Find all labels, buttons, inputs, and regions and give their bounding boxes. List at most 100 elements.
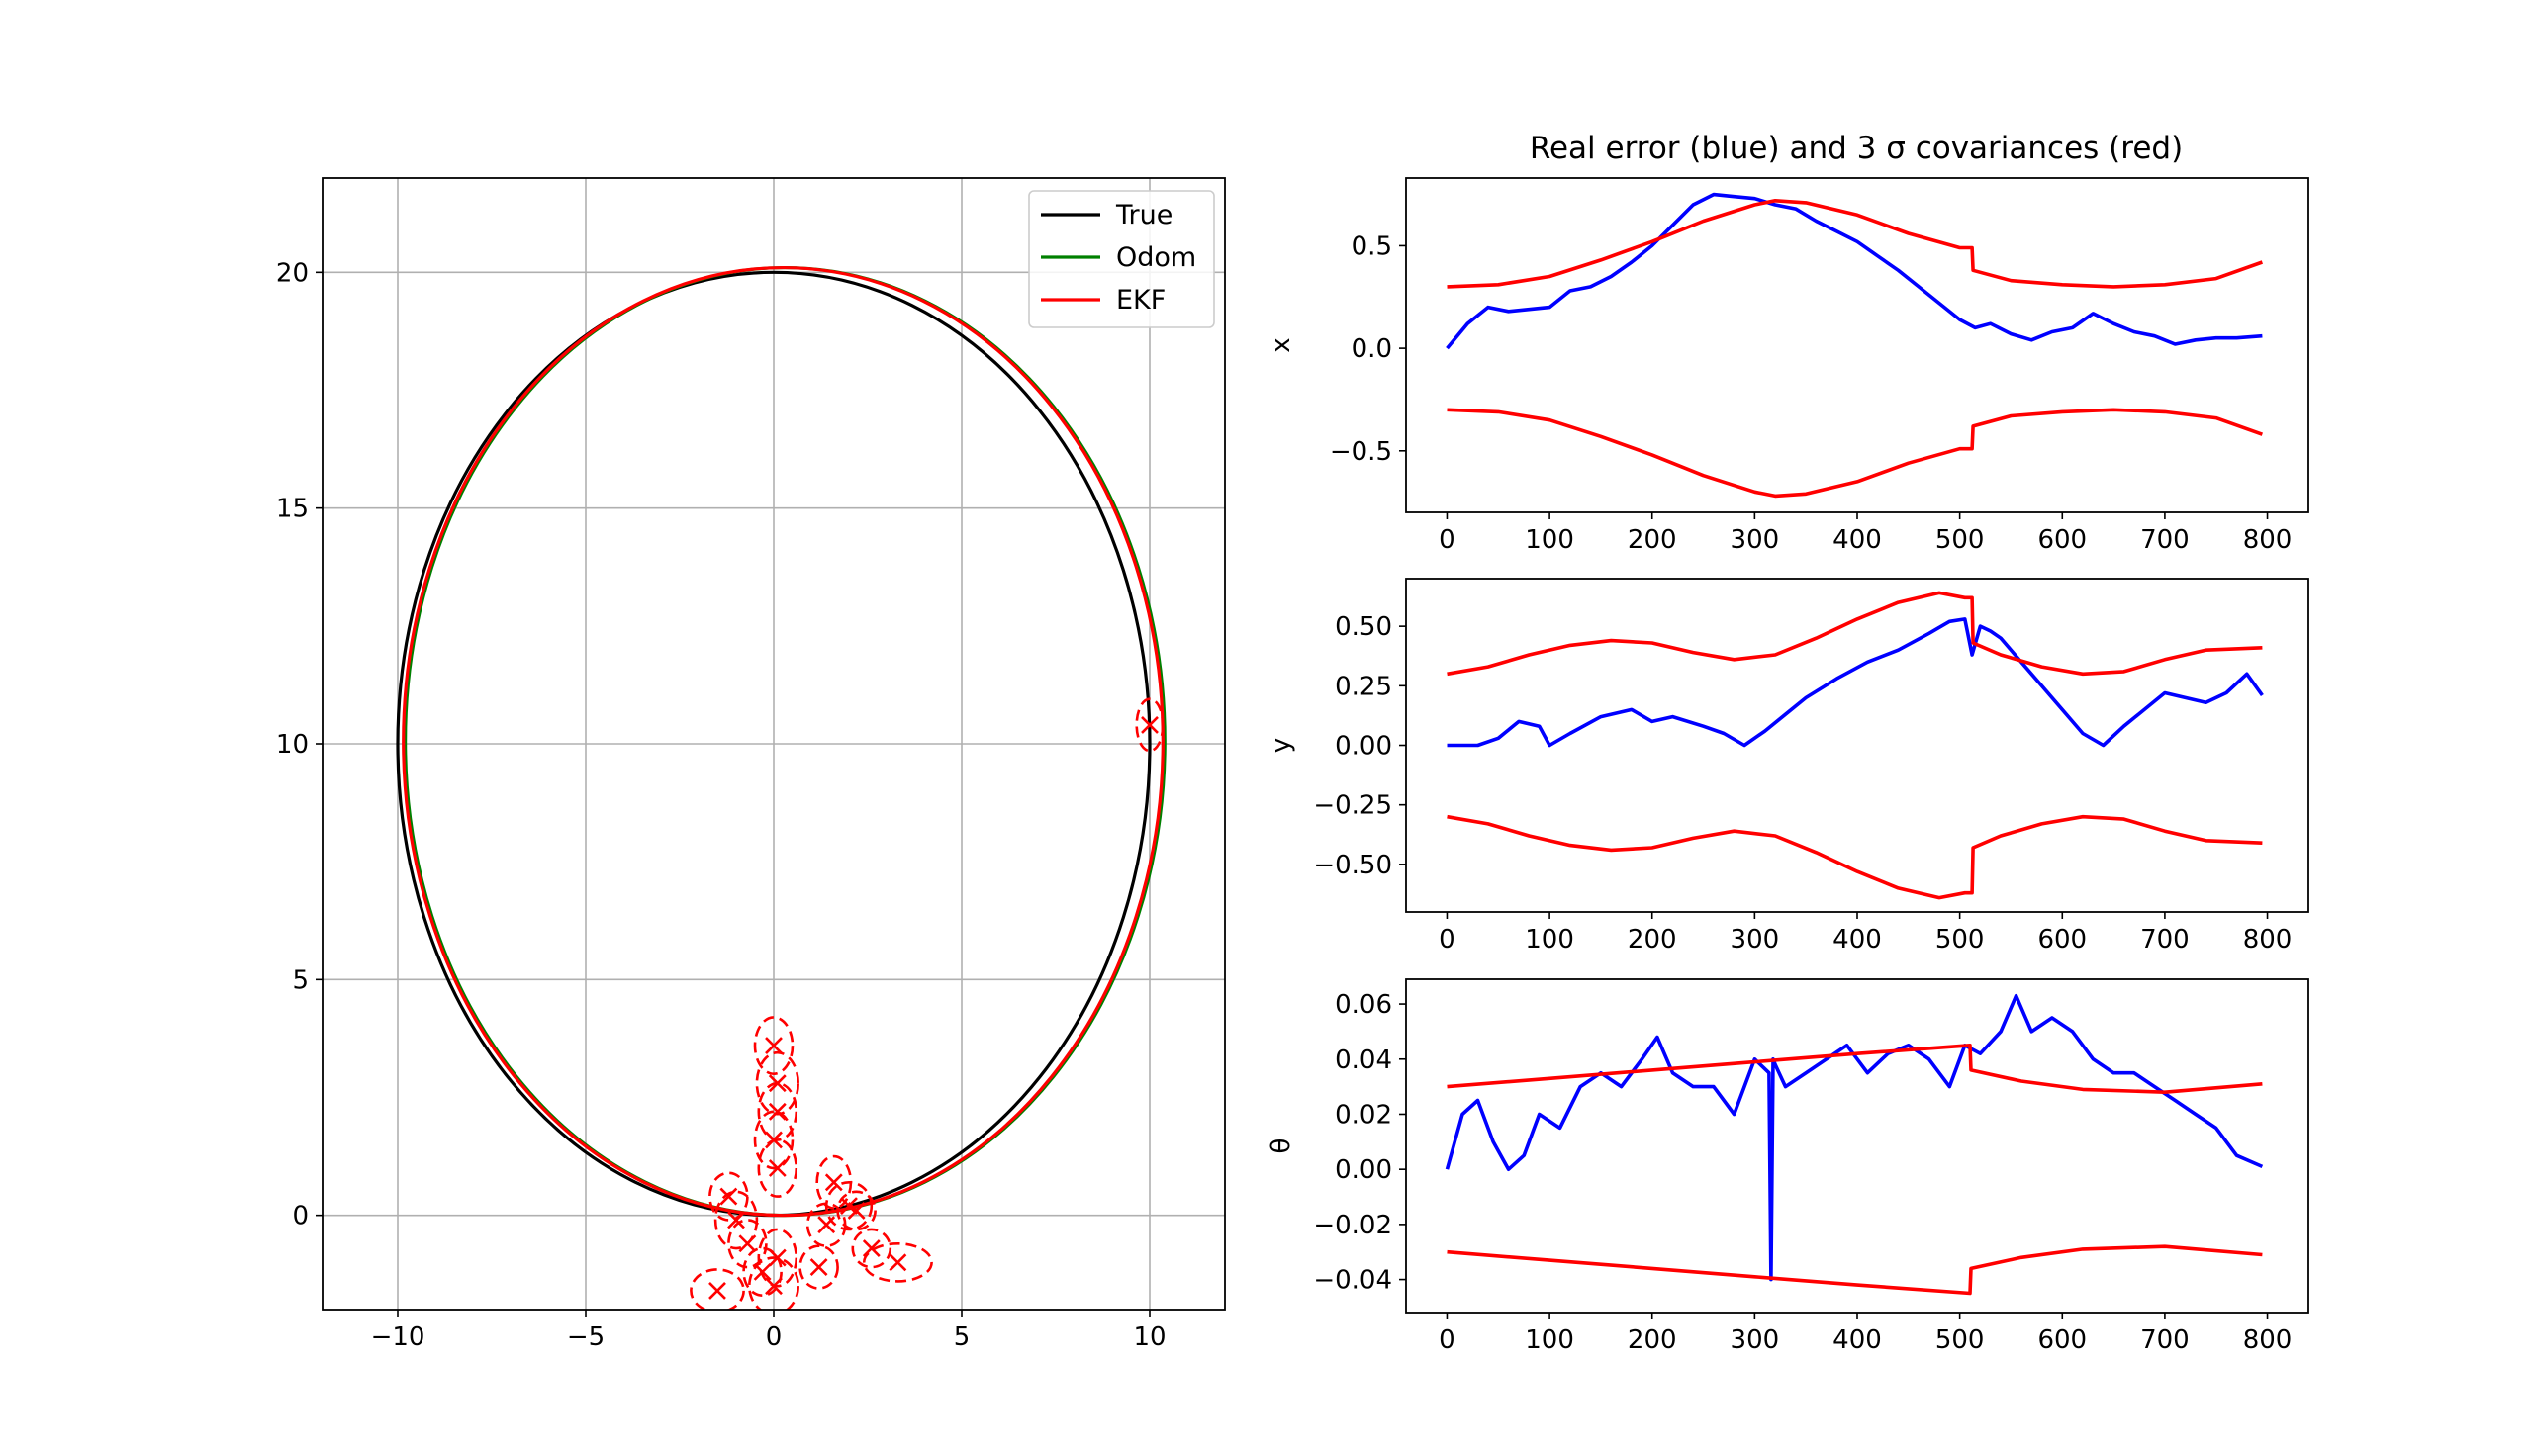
y-x-tick-label: 600 xyxy=(2037,925,2087,955)
x-upper-3sigma-line xyxy=(1447,199,2264,289)
theta-x-tick-label: 300 xyxy=(1731,1325,1780,1355)
x-x-tick-label: 600 xyxy=(2037,525,2087,555)
y-x-tick-label: 0 xyxy=(1439,925,1455,955)
estimate-marker xyxy=(727,1211,745,1229)
y-error-plot: 0 100 200 300 400 500 600 700 800 −0.50 −0.25 0.00 0… xyxy=(1266,578,2309,955)
traj-x-tick-label: −5 xyxy=(567,1322,605,1352)
covariance-ellipse xyxy=(755,1050,799,1116)
x-x-tick-label: 100 xyxy=(1525,525,1574,555)
theta-y-axis-label: θ xyxy=(1266,1138,1296,1154)
x-x-tick-label: 700 xyxy=(2140,525,2190,555)
covariance-ellipse xyxy=(851,1228,892,1269)
odom-trajectory xyxy=(404,265,1167,1218)
y-y-tick-label: 0.25 xyxy=(1335,672,1392,701)
x-lower-3sigma-line xyxy=(1447,408,2264,499)
traj-y-tick-label: 10 xyxy=(276,730,309,760)
trajectory-plot-area xyxy=(396,265,1167,1310)
traj-x-tick-label: −10 xyxy=(371,1322,425,1352)
y-y-tick-label: −0.50 xyxy=(1313,851,1392,880)
theta-x-tick-label: 500 xyxy=(1935,1325,1985,1355)
x-x-tick-label: 500 xyxy=(1935,525,1985,555)
theta-x-tick-label: 600 xyxy=(2037,1325,2087,1355)
legend-label-ekf: EKF xyxy=(1116,285,1166,316)
traj-y-tick-label: 20 xyxy=(276,258,309,288)
x-plot-area xyxy=(1446,192,2264,499)
theta-y-tick-label: 0.06 xyxy=(1335,990,1392,1020)
x-error-plot: 0 100 200 300 400 500 600 700 800 −0.5 0.0 0.5 x xyxy=(1266,177,2309,555)
estimate-marker xyxy=(768,1159,787,1177)
estimate-marker xyxy=(824,1173,843,1192)
x-x-tick-label: 0 xyxy=(1439,525,1455,555)
y-y-axis-label: y xyxy=(1266,738,1296,753)
x-y-tick-label: −0.5 xyxy=(1330,437,1392,467)
theta-y-tick-label: 0.04 xyxy=(1335,1046,1392,1075)
y-plot-area xyxy=(1447,591,2264,900)
x-x-tick-label: 200 xyxy=(1628,525,1677,555)
x-y-tick-label: 0.5 xyxy=(1352,231,1392,261)
theta-x-tick-label: 0 xyxy=(1439,1325,1455,1355)
y-y-tick-label: −0.25 xyxy=(1313,791,1392,821)
covariance-ellipse xyxy=(742,1246,783,1297)
theta-x-tick-label: 800 xyxy=(2243,1325,2293,1355)
traj-x-tick-label: 0 xyxy=(766,1322,783,1352)
estimate-marker xyxy=(768,1102,787,1121)
traj-y-tick-label: 5 xyxy=(292,965,309,995)
theta-x-tick-label: 200 xyxy=(1628,1325,1677,1355)
covariance-ellipse xyxy=(824,1180,874,1231)
legend-label-true: True xyxy=(1115,200,1173,230)
trajectory-plot: −10 −5 0 5 10 0 5 10 15 20 True Odom EKF xyxy=(276,177,1226,1352)
covariance-ellipse xyxy=(753,1110,795,1170)
y-lower-3sigma-line xyxy=(1447,814,2263,900)
y-y-tick-label: 0.50 xyxy=(1335,612,1392,642)
axes-frame xyxy=(1405,177,2309,513)
theta-lower-3sigma-line xyxy=(1447,1244,2263,1296)
theta-x-tick-label: 400 xyxy=(1832,1325,1882,1355)
y-upper-3sigma-line xyxy=(1447,591,2263,677)
y-x-tick-label: 500 xyxy=(1935,925,1985,955)
covariance-ellipse xyxy=(753,1016,795,1075)
legend: True Odom EKF xyxy=(1028,190,1215,328)
y-x-tick-label: 800 xyxy=(2243,925,2293,955)
estimate-marker xyxy=(1141,716,1159,734)
covariance-ellipse xyxy=(727,1219,768,1269)
y-x-tick-label: 300 xyxy=(1731,925,1780,955)
covariance-ellipse xyxy=(690,1268,745,1310)
y-error-line xyxy=(1447,617,2264,748)
x-y-tick-label: 0.0 xyxy=(1352,334,1392,364)
traj-x-tick-label: 5 xyxy=(954,1322,971,1352)
traj-y-tick-label: 0 xyxy=(292,1202,309,1231)
axes-frame xyxy=(322,177,1226,1311)
theta-x-tick-label: 100 xyxy=(1525,1325,1574,1355)
y-x-tick-label: 700 xyxy=(2140,925,2190,955)
x-error-line xyxy=(1446,192,2263,350)
covariance-ellipse xyxy=(748,1256,799,1310)
traj-y-tick-label: 15 xyxy=(276,495,309,524)
theta-y-tick-label: 0.02 xyxy=(1335,1100,1392,1130)
theta-x-tick-label: 700 xyxy=(2140,1325,2190,1355)
theta-error-plot: 0 100 200 300 400 500 600 700 800 −0.04 −0.02 0.00 0… xyxy=(1266,978,2309,1355)
theta-error-line xyxy=(1445,993,2264,1282)
x-x-tick-label: 300 xyxy=(1731,525,1780,555)
estimate-marker xyxy=(847,1201,866,1220)
theta-plot-area xyxy=(1445,993,2264,1296)
ekf-trajectory xyxy=(402,265,1165,1218)
covariance-ellipse xyxy=(836,1190,877,1231)
x-x-tick-label: 800 xyxy=(2243,525,2293,555)
estimate-marker xyxy=(817,1216,836,1234)
axes-frame xyxy=(1405,978,2309,1314)
estimate-marker xyxy=(765,1277,783,1296)
theta-y-tick-label: 0.00 xyxy=(1335,1155,1392,1185)
axes-frame xyxy=(1405,578,2309,913)
theta-y-tick-label: −0.04 xyxy=(1313,1266,1392,1296)
x-x-tick-label: 400 xyxy=(1832,525,1882,555)
estimate-marker xyxy=(719,1187,738,1206)
covariance-ellipse xyxy=(805,1202,847,1247)
estimate-marker xyxy=(738,1234,757,1253)
covariance-ellipse xyxy=(862,1241,933,1283)
y-y-tick-label: 0.00 xyxy=(1335,732,1392,762)
y-x-tick-label: 400 xyxy=(1832,925,1882,955)
theta-upper-3sigma-line xyxy=(1447,1044,2263,1094)
covariance-ellipse xyxy=(757,1228,798,1288)
estimate-marker xyxy=(765,1037,783,1054)
